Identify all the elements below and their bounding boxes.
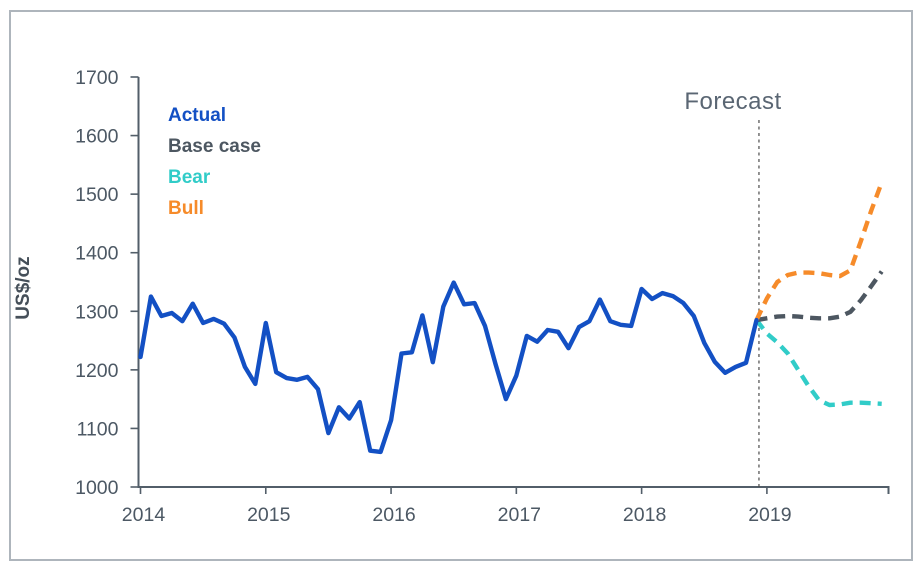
y-tick-label: 1700: [75, 67, 119, 89]
y-tick-label: 1300: [75, 301, 119, 323]
y-tick-label: 1400: [75, 243, 119, 265]
y-tick-label: 1600: [75, 126, 119, 148]
y-tick-label: 1000: [75, 477, 119, 499]
y-tick-label: 1200: [75, 360, 119, 382]
x-tick-label: 2014: [122, 504, 166, 526]
y-tick-label: 1100: [77, 418, 119, 440]
x-tick-label: 2015: [247, 504, 291, 526]
y-tick-label: 1500: [75, 184, 119, 206]
series-line-bull: [754, 181, 884, 322]
legend-item-bear: Bear: [168, 167, 211, 188]
series-line-bear: [754, 318, 882, 408]
x-tick-label: 2018: [623, 504, 666, 526]
figure-border: [9, 10, 913, 561]
legend-item-actual: Actual: [168, 105, 227, 126]
x-tick-label: 2017: [498, 504, 541, 526]
series-line-actual: [138, 280, 759, 455]
legend: Actual Base case Bear Bull: [168, 100, 261, 224]
forecast-annotation: Forecast: [684, 88, 782, 115]
series-line-base-case: [756, 270, 884, 323]
legend-item-bull: Bull: [168, 198, 204, 219]
y-axis-title: US$/oz: [13, 256, 34, 320]
x-tick-label: 2016: [372, 504, 415, 526]
x-tick-label: 2019: [748, 504, 791, 526]
legend-item-base-case: Base case: [168, 136, 261, 157]
